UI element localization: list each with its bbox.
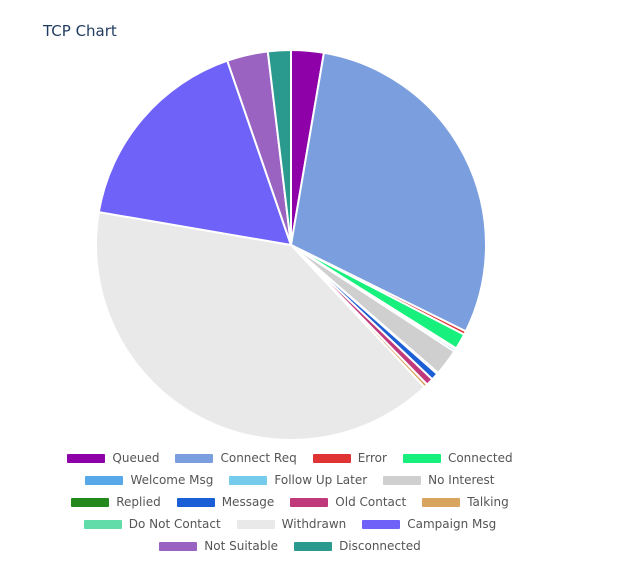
legend-row: Do Not Contact Withdrawn Campaign Msg bbox=[0, 513, 580, 535]
legend-label: Message bbox=[221, 495, 275, 509]
legend-swatch bbox=[175, 453, 214, 463]
legend-swatch bbox=[312, 453, 351, 463]
legend-row: Replied Message Old Contact Talking bbox=[0, 491, 580, 513]
legend-item-not-suitable[interactable]: Not Suitable bbox=[159, 539, 278, 553]
legend-item-queued[interactable]: Queued bbox=[67, 451, 159, 465]
legend-swatch bbox=[159, 541, 198, 551]
legend-label: Connect Req bbox=[220, 451, 297, 465]
legend-item-old-contact[interactable]: Old Contact bbox=[290, 495, 406, 509]
legend-item-welcome-msg[interactable]: Welcome Msg bbox=[85, 473, 213, 487]
legend-label: Withdrawn bbox=[281, 517, 347, 531]
legend-label: Old Contact bbox=[335, 495, 407, 509]
legend-row: Queued Connect Req Error Connected bbox=[0, 447, 580, 469]
legend-label: Not Suitable bbox=[204, 539, 279, 553]
legend-item-follow-up-later[interactable]: Follow Up Later bbox=[229, 473, 367, 487]
legend-item-error[interactable]: Error bbox=[312, 451, 387, 465]
legend-label: Welcome Msg bbox=[130, 473, 214, 487]
legend-item-disconnected[interactable]: Disconnected bbox=[294, 539, 421, 553]
legend-label: Follow Up Later bbox=[274, 473, 368, 487]
chart-legend: Queued Connect Req Error Connected Welcome M… bbox=[0, 447, 580, 557]
legend-item-do-not-contact[interactable]: Do Not Contact bbox=[83, 517, 221, 531]
legend-swatch bbox=[402, 453, 441, 463]
legend-item-connect-req[interactable]: Connect Req bbox=[175, 451, 297, 465]
legend-item-withdrawn[interactable]: Withdrawn bbox=[236, 517, 347, 531]
legend-row: Not Suitable Disconnected bbox=[0, 535, 580, 557]
legend-swatch bbox=[176, 497, 215, 507]
legend-item-message[interactable]: Message bbox=[176, 495, 275, 509]
legend-swatch bbox=[290, 497, 329, 507]
legend-swatch bbox=[67, 453, 106, 463]
legend-swatch bbox=[71, 497, 110, 507]
chart-title: TCP Chart bbox=[43, 22, 117, 40]
legend-swatch bbox=[85, 475, 124, 485]
legend-label: Talking bbox=[467, 495, 509, 509]
legend-swatch bbox=[362, 519, 401, 529]
legend-label: Disconnected bbox=[339, 539, 421, 553]
legend-label: Replied bbox=[116, 495, 161, 509]
legend-label: Queued bbox=[112, 451, 160, 465]
legend-swatch bbox=[236, 519, 275, 529]
legend-item-connected[interactable]: Connected bbox=[402, 451, 513, 465]
legend-item-campaign-msg[interactable]: Campaign Msg bbox=[362, 517, 496, 531]
pie-slice-connect-req[interactable] bbox=[290, 51, 487, 333]
legend-swatch bbox=[294, 541, 333, 551]
legend-label: Campaign Msg bbox=[407, 517, 497, 531]
pie-slice-disconnected[interactable] bbox=[266, 49, 292, 246]
legend-row: Welcome Msg Follow Up Later No Interest bbox=[0, 469, 580, 491]
legend-swatch bbox=[83, 519, 122, 529]
legend-item-talking[interactable]: Talking bbox=[422, 495, 509, 509]
legend-swatch bbox=[383, 475, 422, 485]
legend-item-replied[interactable]: Replied bbox=[71, 495, 161, 509]
legend-label: Do Not Contact bbox=[128, 517, 221, 531]
pie-slice-withdrawn[interactable] bbox=[95, 211, 426, 441]
pie-chart bbox=[95, 49, 487, 441]
legend-label: Error bbox=[357, 451, 387, 465]
legend-swatch bbox=[229, 475, 268, 485]
legend-label: Connected bbox=[447, 451, 513, 465]
legend-item-no-interest[interactable]: No Interest bbox=[383, 473, 495, 487]
legend-label: No Interest bbox=[428, 473, 495, 487]
legend-swatch bbox=[422, 497, 461, 507]
